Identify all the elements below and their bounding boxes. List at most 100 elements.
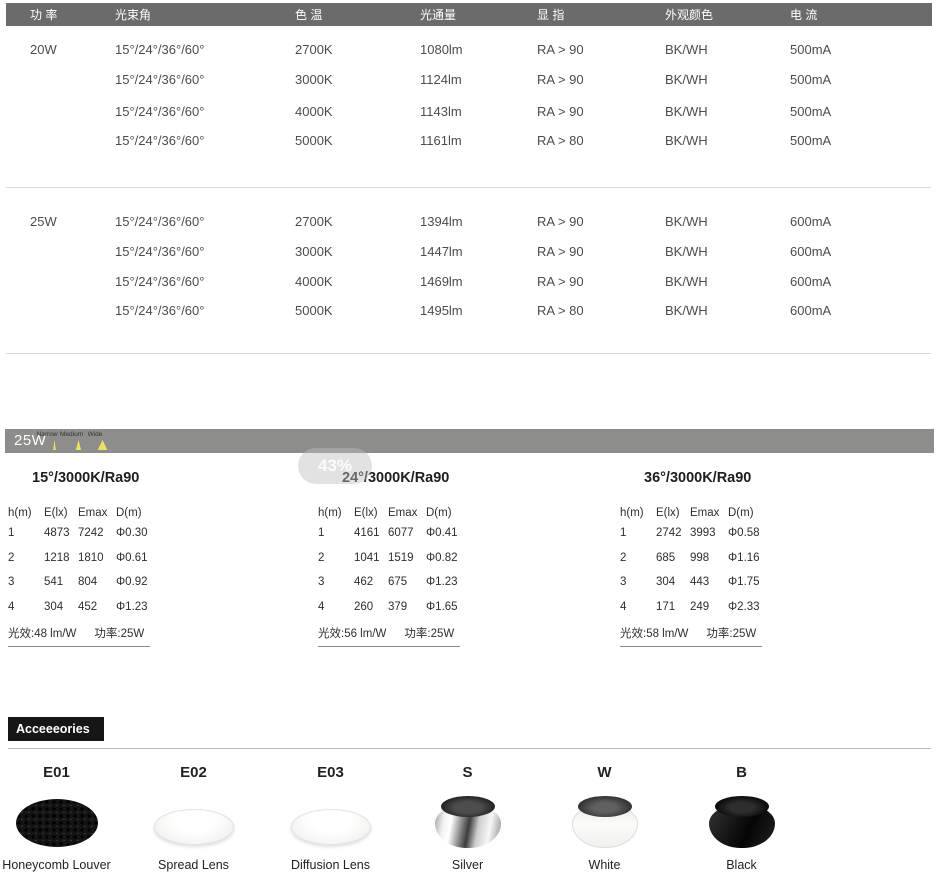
photometry-row: 4 171 249 Φ2.33: [620, 600, 760, 613]
finish-cell: BK/WH: [665, 132, 708, 148]
cri-cell: RA > 90: [537, 41, 584, 57]
cri-cell: RA > 90: [537, 103, 584, 119]
photometry-row: 1 4873 7242 Φ0.30: [8, 527, 148, 540]
accessory-code: E01: [43, 764, 70, 781]
accessory-spread-lens: E02 Spread Lens: [125, 758, 262, 872]
power-value: 功率:25W: [94, 628, 145, 640]
current-cell: 500mA: [790, 103, 832, 119]
current-cell: 500mA: [790, 132, 832, 148]
beam-cell: 15°/24°/36°/60°: [115, 273, 205, 289]
accessory-code: S: [462, 764, 473, 781]
photometry-table-36deg: 36°/3000K/Ra90 h(m) E(lx) Emax D(m) 1 27…: [620, 462, 790, 647]
finish-cell: BK/WH: [665, 71, 708, 87]
cct-cell: 4000K: [295, 103, 333, 119]
spec-row: 20W 15°/24°/36°/60° 2700K 1080lm RA > 90…: [6, 34, 932, 64]
photometry-row: 1 2742 3993 Φ0.58: [620, 527, 760, 540]
photometry-row: 2 1041 1519 Φ0.82: [318, 551, 458, 564]
accessory-white-reflector: W White: [536, 758, 673, 872]
cct-cell: 2700K: [295, 41, 333, 57]
cri-cell: RA > 90: [537, 273, 584, 289]
photometry-title: 36°/3000K/Ra90: [644, 470, 752, 486]
power-section-label: 25W: [14, 432, 47, 449]
flux-cell: 1469lm: [420, 273, 463, 289]
accessory-silver-reflector: S Silver: [399, 758, 536, 872]
power-section-bar: 25W Narrow Medium Wide: [5, 429, 934, 453]
beam-cell: 15°/24°/36°/60°: [115, 103, 205, 119]
beam-cell: 15°/24°/36°/60°: [115, 243, 205, 259]
finish-cell: BK/WH: [665, 302, 708, 318]
zoom-level-badge: 43%: [298, 448, 372, 484]
header-flux: 光通量: [420, 8, 457, 22]
photometry-row: 2 685 998 Φ1.16: [620, 551, 760, 564]
efficacy-value: 光效:48 lm/W: [8, 628, 77, 640]
current-cell: 600mA: [790, 213, 832, 229]
current-cell: 600mA: [790, 273, 832, 289]
cct-cell: 4000K: [295, 273, 333, 289]
accessories-tag: Acceeeories: [8, 717, 104, 741]
cct-cell: 3000K: [295, 71, 333, 87]
photometry-footer: 光效:56 lm/W 功率:25W: [318, 625, 460, 647]
white-reflector-image: [569, 793, 641, 853]
accessory-name: Black: [726, 858, 757, 872]
cri-cell: RA > 80: [537, 132, 584, 148]
beam-cell: 15°/24°/36°/60°: [115, 71, 205, 87]
beam-medium-icon: Medium: [60, 430, 83, 450]
flux-cell: 1124lm: [420, 71, 462, 87]
spec-row: 15°/24°/36°/60° 3000K 1124lm RA > 90 BK/…: [6, 64, 932, 94]
photometry-head: h(m) E(lx) Emax D(m): [318, 507, 452, 519]
flux-cell: 1495lm: [420, 302, 463, 318]
current-cell: 600mA: [790, 302, 832, 318]
spec-table-header: 功 率 光束角 色 温 光通量 显 指 外观颜色 电 流: [6, 3, 932, 26]
finish-cell: BK/WH: [665, 243, 708, 259]
accessories-divider: [8, 748, 931, 749]
header-current: 电 流: [790, 8, 818, 22]
spec-row: 15°/24°/36°/60° 5000K 1161lm RA > 80 BK/…: [6, 125, 932, 155]
current-cell: 600mA: [790, 243, 832, 259]
black-reflector-image: [706, 793, 778, 853]
accessory-name: Honeycomb Louver: [2, 858, 111, 872]
cri-cell: RA > 80: [537, 302, 584, 318]
photometry-row: 3 541 804 Φ0.92: [8, 576, 148, 589]
photometry-head: h(m) E(lx) Emax D(m): [8, 507, 142, 519]
flux-cell: 1447lm: [420, 243, 463, 259]
beam-narrow-icon: Narrow: [36, 430, 58, 450]
efficacy-value: 光效:58 lm/W: [620, 628, 689, 640]
beam-cell: 15°/24°/36°/60°: [115, 41, 205, 57]
photometry-table-24deg: 24°/3000K/Ra90 h(m) E(lx) Emax D(m) 1 41…: [318, 462, 488, 647]
flux-cell: 1161lm: [420, 132, 462, 148]
power-value: 功率:25W: [404, 628, 455, 640]
finish-cell: BK/WH: [665, 41, 708, 57]
accessory-diffusion-lens: E03 Diffusion Lens: [262, 758, 399, 872]
finish-cell: BK/WH: [665, 213, 708, 229]
spec-row: 25W 15°/24°/36°/60° 2700K 1394lm RA > 90…: [6, 206, 932, 236]
header-finish: 外观颜色: [665, 8, 714, 22]
flux-cell: 1143lm: [420, 103, 462, 119]
accessory-name: White: [588, 858, 621, 872]
honeycomb-louver-image: [15, 793, 98, 853]
photometry-row: 1 4161 6077 Φ0.41: [318, 527, 458, 540]
accessories-list: E01 Honeycomb Louver E02 Spread Lens E03…: [0, 758, 810, 872]
header-power: 功 率: [30, 8, 58, 22]
silver-reflector-image: [432, 793, 504, 853]
accessory-code: B: [736, 764, 747, 781]
finish-cell: BK/WH: [665, 103, 708, 119]
photometry-row: 3 462 675 Φ1.23: [318, 576, 458, 589]
current-cell: 500mA: [790, 71, 832, 87]
photometry-title: 15°/3000K/Ra90: [32, 470, 140, 486]
accessory-name: Spread Lens: [158, 858, 229, 872]
spec-row: 15°/24°/36°/60° 3000K 1447lm RA > 90 BK/…: [6, 236, 932, 266]
cri-cell: RA > 90: [537, 243, 584, 259]
photometry-table-15deg: 15°/3000K/Ra90 h(m) E(lx) Emax D(m) 1 48…: [8, 462, 178, 647]
cri-cell: RA > 90: [537, 213, 584, 229]
diffusion-lens-image: [290, 793, 371, 853]
accessory-honeycomb-louver: E01 Honeycomb Louver: [0, 758, 125, 872]
accessory-name: Silver: [451, 858, 484, 872]
beam-wide-icon: Wide: [84, 430, 108, 450]
beam-cell: 15°/24°/36°/60°: [115, 302, 205, 318]
accessory-black-reflector: B Black: [673, 758, 810, 872]
header-beam-angle: 光束角: [115, 8, 152, 22]
efficacy-value: 光效:56 lm/W: [318, 628, 387, 640]
cct-cell: 2700K: [295, 213, 333, 229]
accessory-code: E02: [180, 764, 207, 781]
